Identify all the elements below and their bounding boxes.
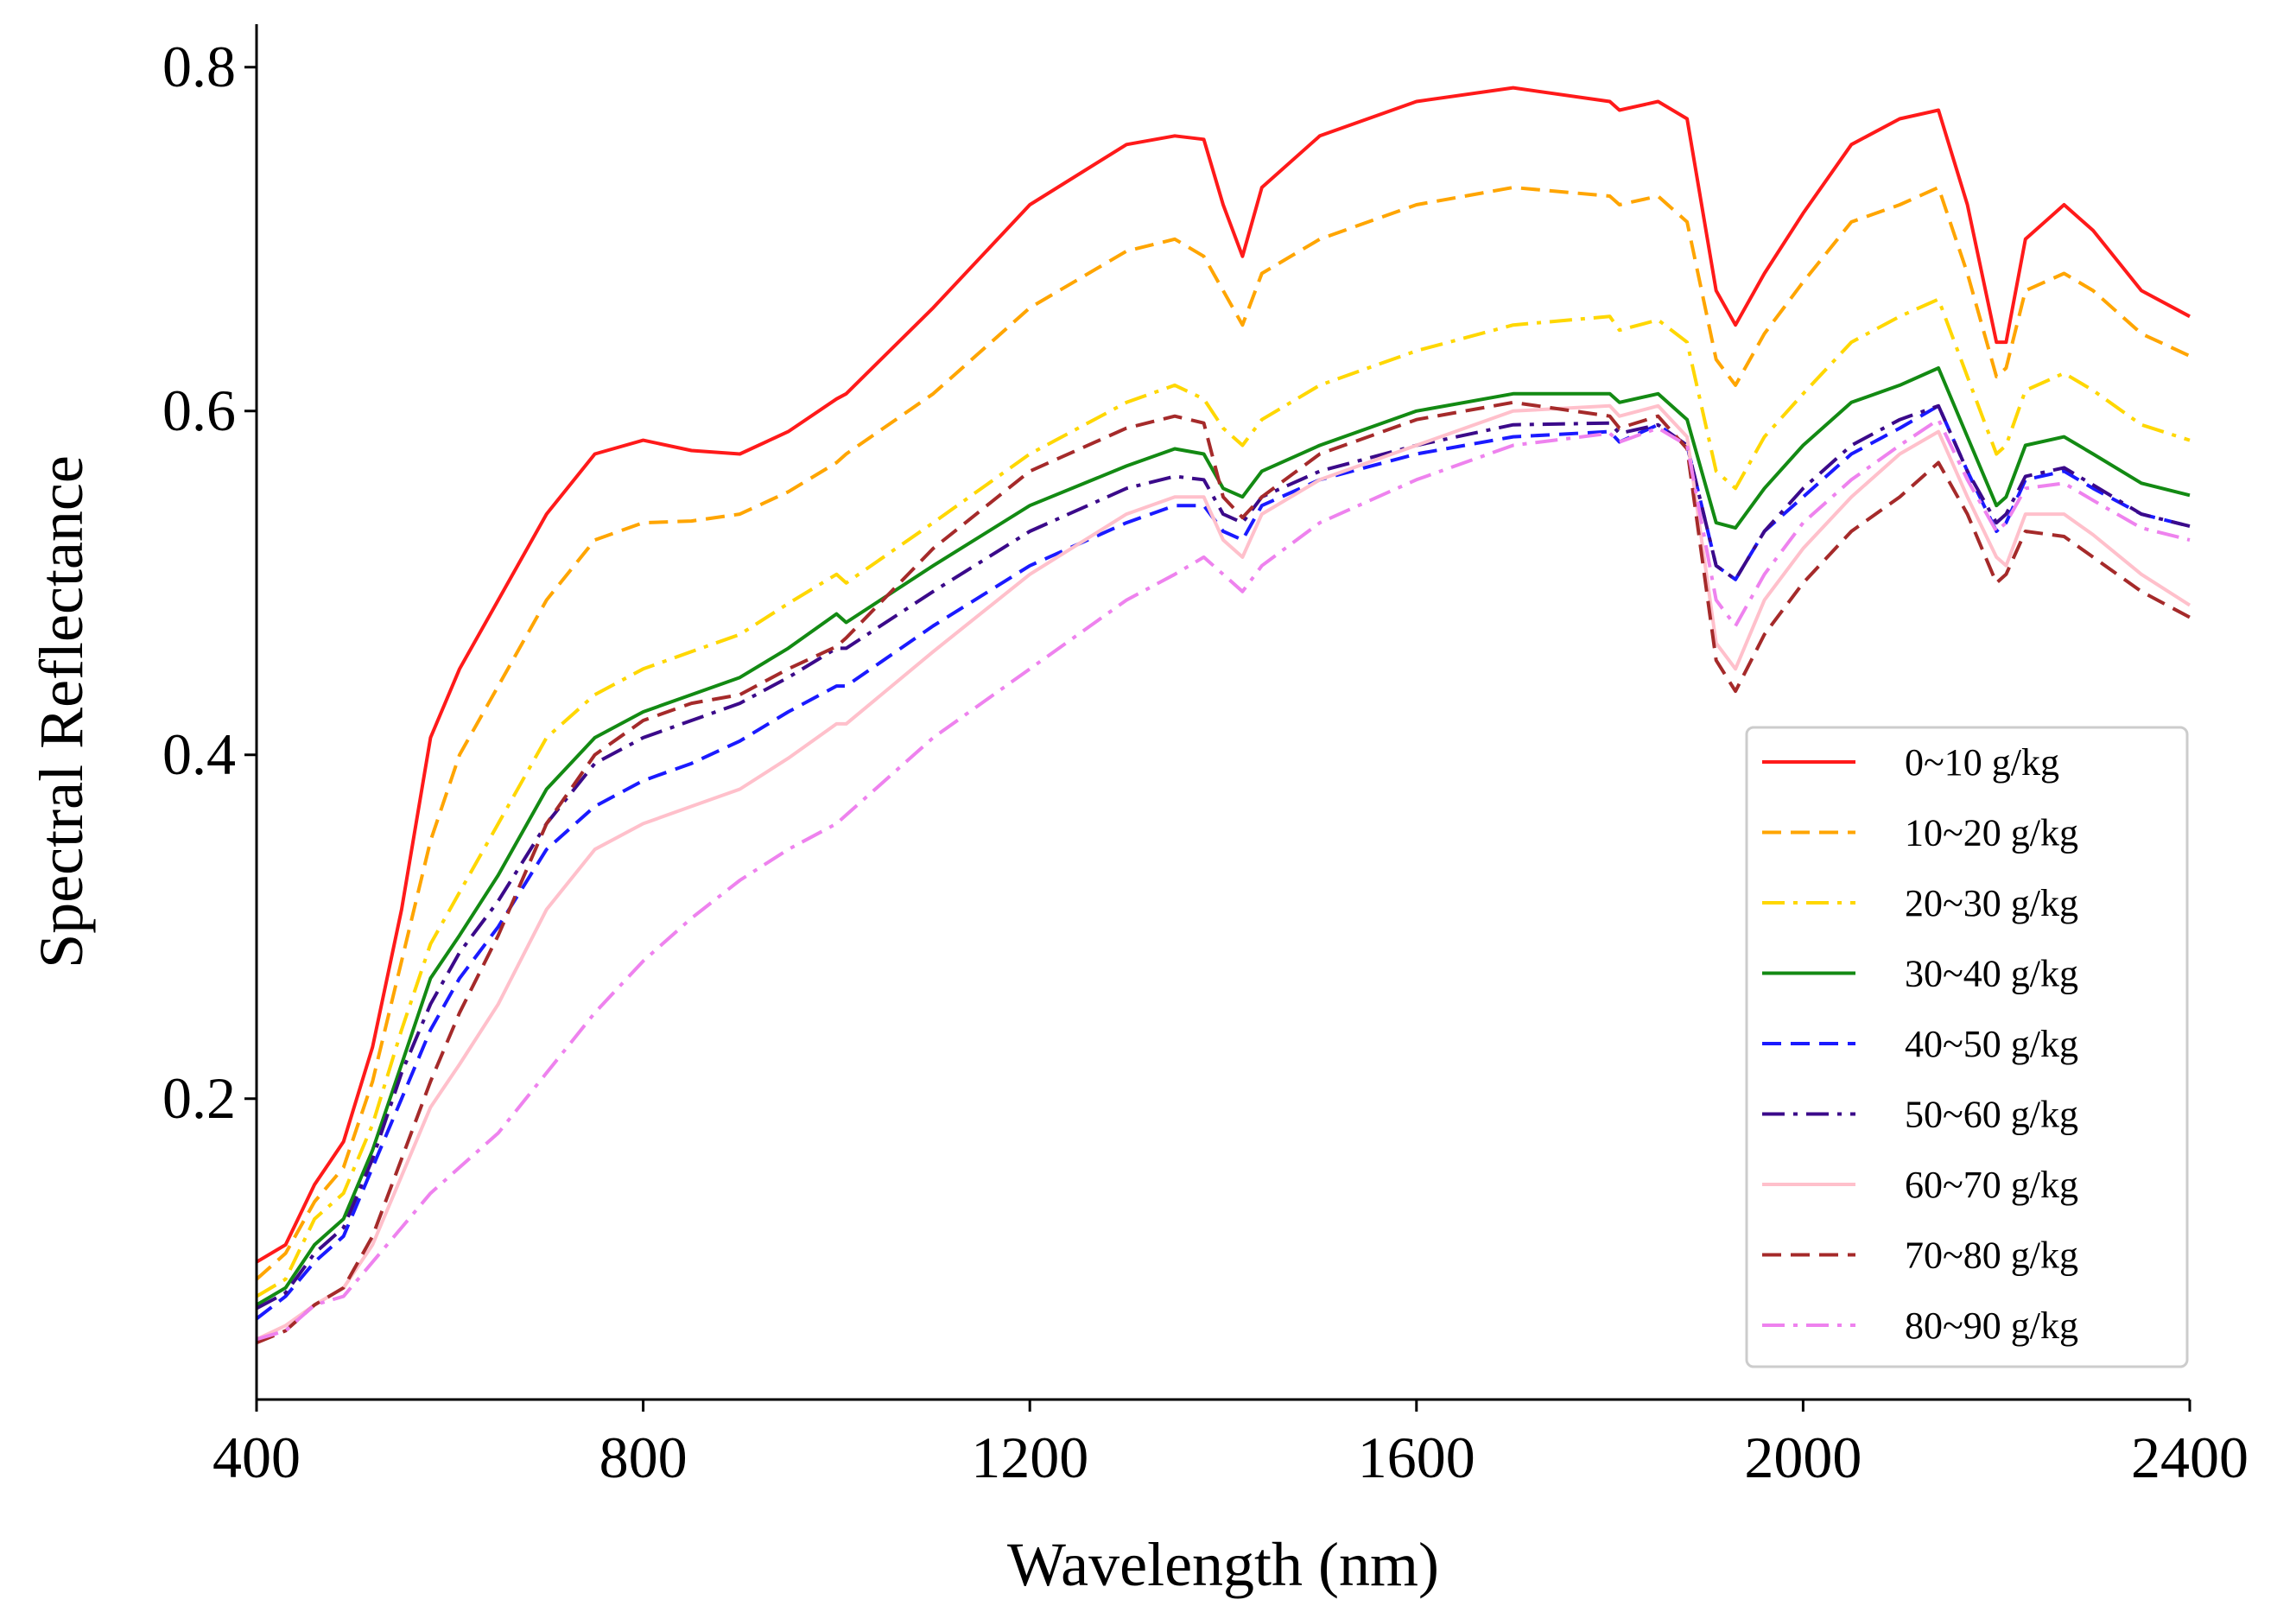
x-tick-label: 1600 [1358,1425,1475,1490]
series-line-8 [256,400,2191,1345]
series-line-4 [255,366,2191,1307]
series-line-5 [255,403,2191,1321]
x-tick-label: 1200 [971,1425,1088,1490]
series-line-9 [256,417,2191,1342]
series-line-3 [255,297,2191,1298]
y-tick-label: 0.4 [162,721,236,787]
x-axis-title: Wavelength (nm) [1007,1530,1439,1599]
series-line-1 [255,86,2191,1264]
series-layer [255,86,2191,1345]
x-tick-label: 2000 [1744,1425,1862,1490]
x-tick-label: 800 [599,1425,688,1490]
legend-label: 80~90 g/kg [1905,1304,2078,1347]
y-axis-title: Spectral Reflectance [27,455,96,968]
legend-label: 50~60 g/kg [1905,1094,2078,1136]
series-line-2 [255,186,2191,1281]
legend-label: 70~80 g/kg [1905,1235,2078,1277]
legend-label: 0~10 g/kg [1905,741,2059,784]
x-tick-label: 400 [212,1425,301,1490]
legend-frame [1745,726,2189,1368]
series-line-6 [256,403,2191,1311]
axes-layer [255,24,2190,1401]
ticks-layer: 400 800 1200 1600 2000 2400 0.2 0.4 0.6 0.8 [162,34,2248,1490]
legend-label: 20~30 g/kg [1905,882,2078,924]
legend: 0~10 g/kg 10~20 g/kg 20~30 g/kg 30~40 g/kg 4… [1745,726,2189,1368]
series-line-7 [256,403,2191,1342]
y-tick-label: 0.6 [162,378,236,443]
legend-label: 60~70 g/kg [1905,1164,2078,1206]
x-tick-label: 2400 [2131,1425,2248,1490]
legend-label: 30~40 g/kg [1905,953,2078,995]
legend-label: 10~20 g/kg [1905,812,2078,854]
y-tick-label: 0.2 [162,1065,236,1131]
y-tick-label: 0.8 [162,34,236,99]
legend-label: 40~50 g/kg [1905,1023,2078,1065]
